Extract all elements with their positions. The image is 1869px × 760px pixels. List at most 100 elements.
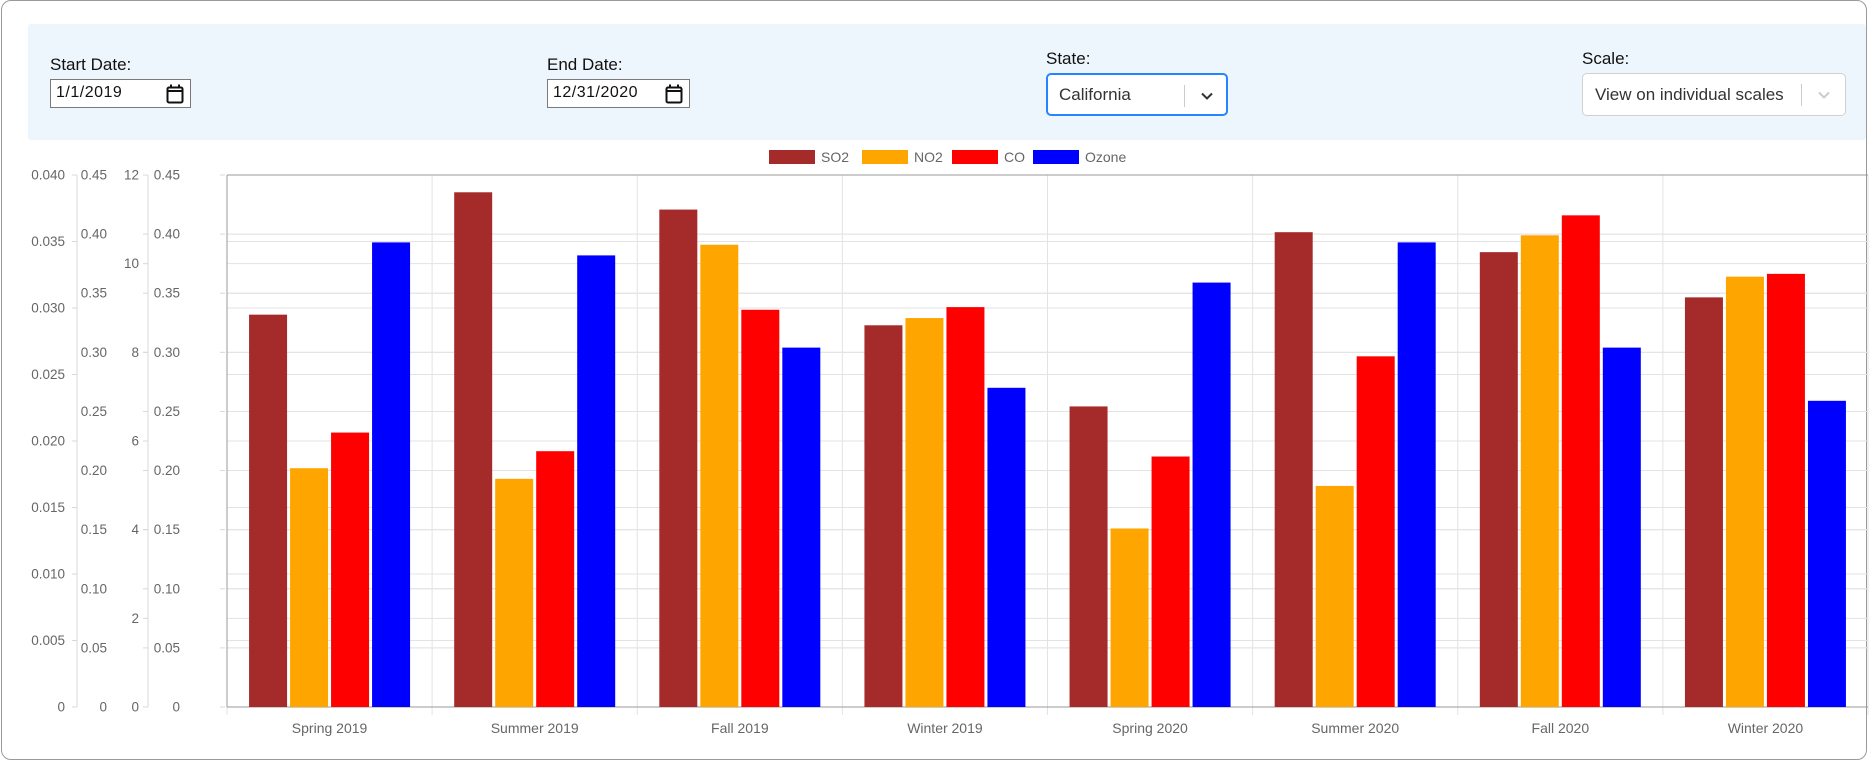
chevron-down-icon[interactable] [1817,88,1831,102]
y-tick-label: 0.30 [154,345,180,360]
bar-ozone [782,347,821,707]
bar-no2 [1110,528,1149,707]
bar-no2 [1725,276,1764,707]
y-tick-label: 0.15 [81,522,107,537]
start-date-group: Start Date: 1/1/2019 [50,55,191,108]
y-tick-label: 0.35 [154,286,180,301]
bar-so2 [249,314,288,707]
bar-co [1766,273,1805,707]
bar-ozone [372,242,411,707]
y-tick-label: 0.05 [81,640,107,655]
y-tick-label: 10 [124,256,139,271]
y-tick-label: 0 [57,700,65,715]
bar-chart-svg: 0 0.005 0.010 0.015 0.020 0.025 0.030 0.035 0.04… [31,149,1869,736]
y-tick-label: 0.20 [154,463,180,478]
x-tick-label: Fall 2019 [711,720,769,736]
bar-ozone [987,387,1026,707]
y-tick-label: 0.25 [81,404,107,419]
y-tick-label: 0.25 [154,404,180,419]
y-tick-label: 0.040 [31,168,65,183]
legend-label: Ozone [1085,149,1126,165]
y-tick-label: 0.010 [31,567,65,582]
y-tick-label: 0.45 [81,168,107,183]
y-tick-label: 0.005 [31,633,65,648]
bar-so2 [1069,406,1108,707]
scale-group: Scale: View on individual scales [1582,49,1846,116]
bar-no2 [1520,235,1559,707]
bar-no2 [905,318,944,707]
y-tick-label: 0.020 [31,434,65,449]
legend-swatch-so2 [769,150,815,164]
select-separator [1184,85,1185,107]
select-separator [1801,84,1802,106]
x-tick-label: Summer 2020 [1311,720,1399,736]
bar-co [536,451,575,707]
start-date-label: Start Date: [50,55,132,74]
y-tick-label: 4 [131,522,139,537]
y-tick-label: 0 [131,700,139,715]
filter-panel: Start Date: 1/1/2019 End Date: 12/31/202… [28,24,1866,140]
bar-co [741,309,780,707]
bar-ozone [1807,400,1846,707]
y-tick-label: 0.015 [31,500,65,515]
y-tick-label: 2 [131,611,139,626]
bar-co [946,307,985,707]
x-tick-label: Winter 2020 [1728,720,1804,736]
legend-label: SO2 [821,149,849,165]
y-tick-label: 0.05 [154,640,180,655]
y-tick-label: 8 [131,345,139,360]
legend-label: NO2 [914,149,943,165]
state-group: State: California [1046,49,1228,116]
bar-ozone [1192,282,1231,707]
y-tick-label: 6 [131,434,139,449]
scale-select[interactable]: View on individual scales [1582,73,1846,116]
bar-so2 [1479,252,1518,707]
start-date-value: 1/1/2019 [56,84,123,101]
bar-ozone [577,255,616,707]
legend-swatch-co [952,150,998,164]
legend-swatch-no2 [862,150,908,164]
y-tick-label: 0.35 [81,286,107,301]
end-date-input[interactable]: 12/31/2020 [547,79,690,108]
y-tick-label: 0.10 [81,581,107,596]
bar-ozone [1602,347,1641,707]
y-tick-label: 0.40 [81,227,107,242]
chevron-down-icon[interactable] [1200,89,1214,103]
state-value: California [1059,85,1131,104]
end-date-label: End Date: [547,55,623,74]
x-tick-label: Fall 2020 [1532,720,1590,736]
y-tick-label: 0.035 [31,234,65,249]
bar-no2 [700,244,739,708]
y-tick-label: 0 [99,700,107,715]
scale-value: View on individual scales [1595,85,1784,104]
x-tick-label: Summer 2019 [491,720,579,736]
y-tick-label: 0.30 [81,345,107,360]
bar-co [1151,456,1190,707]
bar-no2 [495,478,534,707]
state-label: State: [1046,49,1091,68]
y-tick-label: 0.10 [154,581,180,596]
bar-co [331,432,370,707]
y-tick-label: 0.15 [154,522,180,537]
y-tick-label: 0.40 [154,227,180,242]
start-date-input[interactable]: 1/1/2019 [50,79,191,108]
bar-ozone [1397,242,1436,707]
calendar-icon[interactable] [665,84,683,104]
x-tick-label: Spring 2019 [292,720,368,736]
bar-so2 [864,325,903,707]
bar-so2 [454,192,493,707]
bar-so2 [1274,232,1313,707]
calendar-icon[interactable] [166,84,184,104]
pollutant-chart: 0 0.005 0.010 0.015 0.020 0.025 0.030 0.035 0.04… [2,141,1869,746]
y-tick-label: 0 [172,700,180,715]
y-tick-label: 0.030 [31,301,65,316]
legend-swatch-ozone [1033,150,1079,164]
state-select[interactable]: California [1046,73,1228,116]
y-tick-label: 12 [124,168,139,183]
bar-so2 [1684,297,1723,707]
bar-co [1356,356,1395,707]
bar-so2 [659,209,698,707]
scale-label: Scale: [1582,49,1630,68]
x-tick-label: Spring 2020 [1112,720,1188,736]
